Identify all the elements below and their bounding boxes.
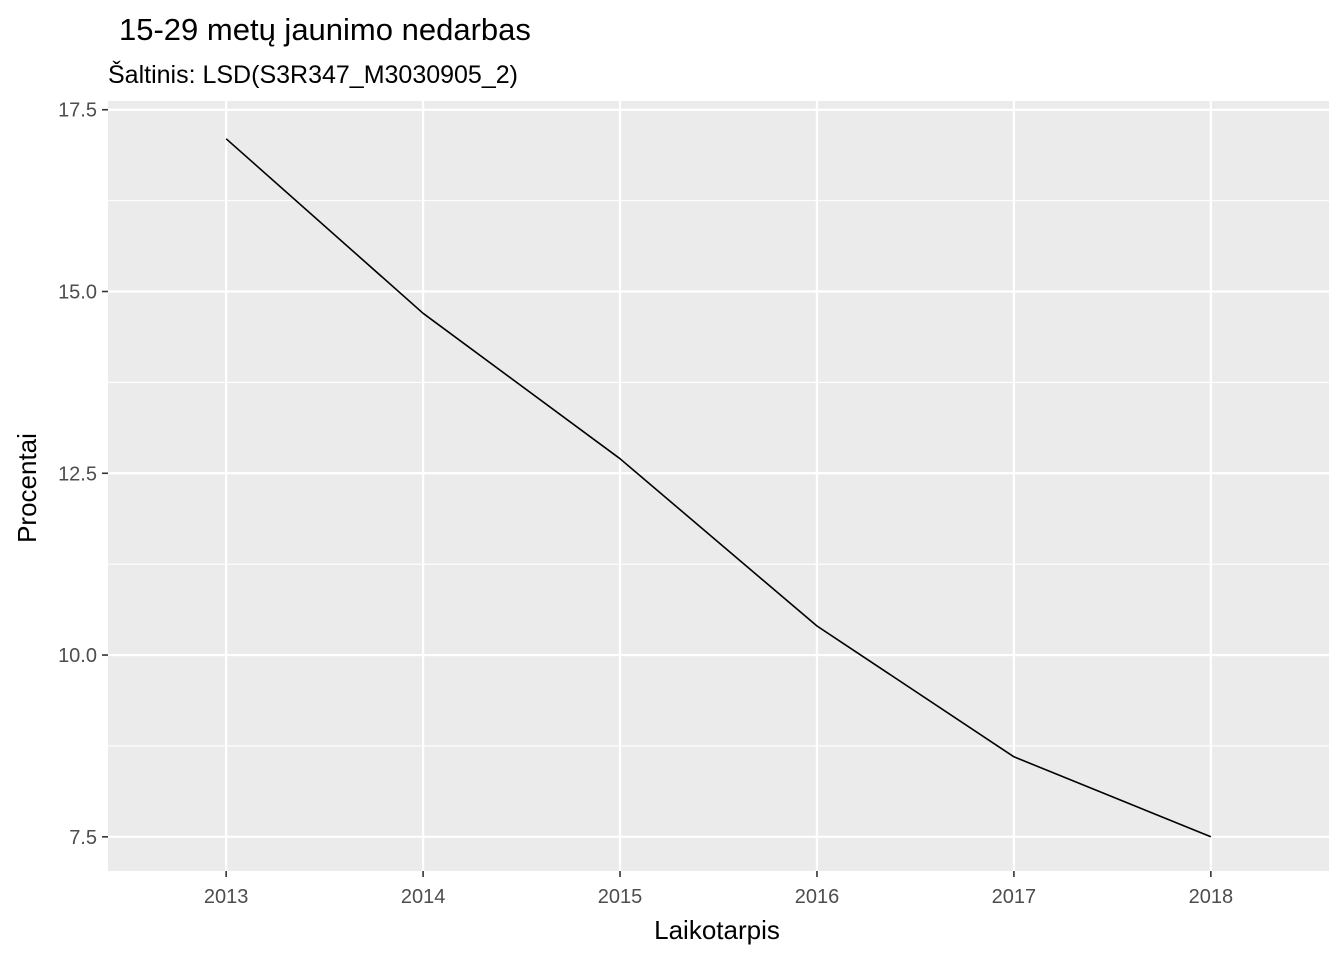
- y-tick-label: 12.5: [58, 463, 97, 485]
- x-tick-label: 2018: [1189, 886, 1234, 908]
- chart-title: 15-29 metų jaunimo nedarbas: [119, 12, 531, 47]
- x-axis: 2013 2014 2015 2016 2017 2018: [204, 871, 1233, 908]
- y-axis-title: Procentai: [12, 433, 42, 543]
- minor-gridlines: [108, 200, 1329, 747]
- series-line: [225, 138, 1212, 838]
- y-tick-label: 10.0: [58, 645, 97, 667]
- y-tick-label: 15.0: [58, 282, 97, 304]
- x-tick-label: 2013: [204, 886, 249, 908]
- chart-subtitle: Šaltinis: LSD(S3R347_M3030905_2): [108, 60, 518, 89]
- plot-panel: [108, 101, 1329, 871]
- y-axis: 7.5 10.0 12.5 15.0 17.5: [58, 100, 108, 849]
- x-tick-label: 2015: [598, 886, 643, 908]
- x-axis-title: Laikotarpis: [654, 915, 780, 945]
- x-tick-label: 2016: [795, 886, 840, 908]
- x-tick-label: 2017: [992, 886, 1037, 908]
- major-gridlines: [108, 101, 1329, 871]
- series-layer: [225, 138, 1212, 838]
- y-tick-label: 7.5: [69, 827, 97, 849]
- y-tick-label: 17.5: [58, 100, 97, 122]
- x-tick-label: 2014: [401, 886, 446, 908]
